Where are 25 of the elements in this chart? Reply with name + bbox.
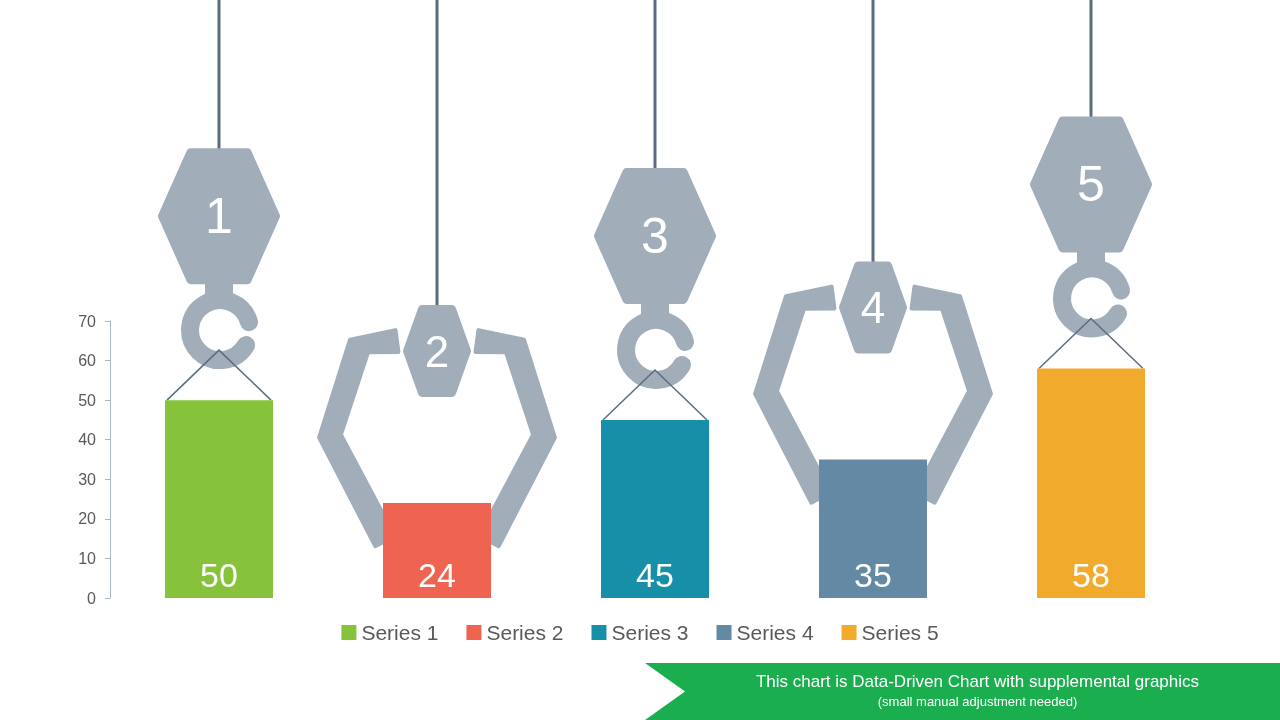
x-tick-label: 5 [1077, 156, 1105, 213]
legend-label: Series 4 [736, 621, 814, 644]
data-label: 50 [200, 556, 238, 594]
y-tick-label: 40 [78, 431, 97, 449]
x-tick-label: 3 [641, 207, 669, 264]
x-tick-label: 1 [205, 188, 233, 245]
legend-label: Series 3 [611, 621, 689, 644]
y-tick-label: 10 [78, 549, 97, 567]
y-tick-label: 70 [78, 312, 97, 330]
legend-label: Series 1 [361, 621, 439, 644]
text: (small manual adjustment needed) [876, 694, 1079, 709]
y-tick-label: 30 [78, 470, 97, 488]
text: This chart is Data-Driven Chart with supplemental graphics [754, 672, 1201, 692]
y-tick-label: 20 [78, 510, 97, 528]
data-label: 58 [1072, 556, 1110, 594]
x-tick-label: 2 [424, 326, 450, 376]
y-tick-label: 60 [78, 352, 97, 370]
y-tick-label: 0 [87, 589, 97, 607]
legend-label: Series 2 [486, 621, 564, 644]
legend-label: Series 5 [861, 621, 939, 644]
x-tick-label: 4 [860, 283, 886, 332]
data-label: 24 [418, 556, 456, 594]
y-tick-label: 50 [78, 391, 97, 409]
data-label: 35 [854, 556, 892, 594]
data-label: 45 [636, 556, 674, 594]
